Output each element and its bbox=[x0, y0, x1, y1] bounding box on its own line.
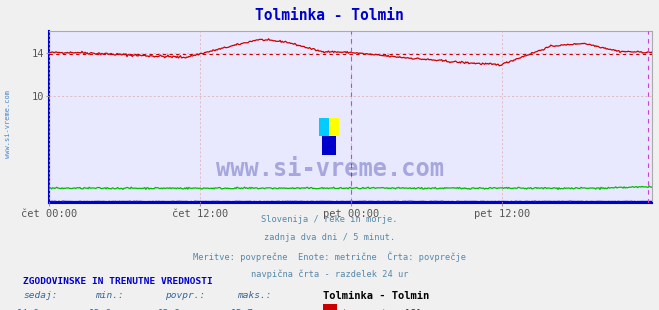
Text: 14,0: 14,0 bbox=[16, 309, 40, 310]
Text: 12,6: 12,6 bbox=[89, 309, 112, 310]
Text: Tolminka - Tolmin: Tolminka - Tolmin bbox=[255, 8, 404, 23]
Text: temperatura[C]: temperatura[C] bbox=[341, 309, 422, 310]
Text: Slovenija / reke in morje.: Slovenija / reke in morje. bbox=[261, 215, 398, 224]
Text: maks.:: maks.: bbox=[237, 291, 272, 300]
Text: Tolminka - Tolmin: Tolminka - Tolmin bbox=[323, 291, 429, 301]
Text: zadnja dva dni / 5 minut.: zadnja dva dni / 5 minut. bbox=[264, 233, 395, 242]
Text: www.si-vreme.com: www.si-vreme.com bbox=[5, 90, 11, 158]
Text: navpična črta - razdelek 24 ur: navpična črta - razdelek 24 ur bbox=[251, 269, 408, 279]
Text: Meritve: povprečne  Enote: metrične  Črta: povprečje: Meritve: povprečne Enote: metrične Črta:… bbox=[193, 251, 466, 262]
Text: 15,7: 15,7 bbox=[231, 309, 254, 310]
Text: 13,9: 13,9 bbox=[158, 309, 181, 310]
Text: min.:: min.: bbox=[96, 291, 125, 300]
Text: ZGODOVINSKE IN TRENUTNE VREDNOSTI: ZGODOVINSKE IN TRENUTNE VREDNOSTI bbox=[23, 277, 213, 286]
Text: sedaj:: sedaj: bbox=[23, 291, 57, 300]
Text: povpr.:: povpr.: bbox=[165, 291, 205, 300]
Text: www.si-vreme.com: www.si-vreme.com bbox=[215, 157, 444, 180]
